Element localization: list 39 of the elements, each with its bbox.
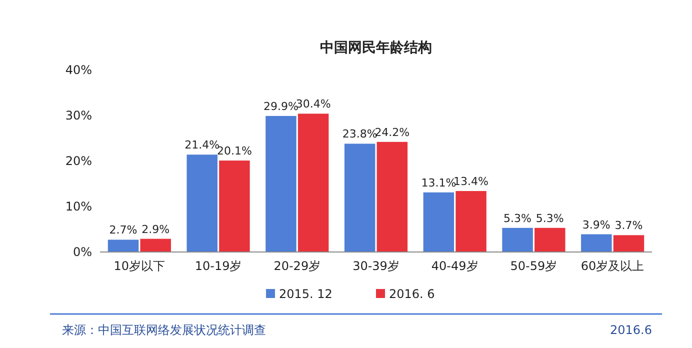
legend-label: 2015. 12 [279, 287, 332, 301]
y-tick-label: 40% [65, 63, 92, 77]
y-tick-label: 10% [65, 200, 92, 214]
bar [140, 238, 171, 252]
x-tick-label: 60岁及以上 [580, 259, 644, 273]
bar [456, 191, 486, 252]
bar [376, 142, 408, 252]
x-tick-label: 10岁以下 [114, 259, 166, 273]
bar [581, 234, 612, 252]
x-tick-label: 40-49岁 [431, 259, 478, 273]
data-label: 2.9% [142, 222, 170, 236]
bar [266, 116, 296, 252]
data-label: 5.3% [536, 212, 564, 225]
chart-title: 中国网民年龄结构 [320, 40, 432, 56]
data-label: 29.9% [263, 100, 298, 113]
bar [423, 192, 454, 252]
y-tick-label: 0% [72, 245, 92, 259]
x-tick-label: 30-39岁 [352, 259, 400, 273]
x-tick-label: 50-59岁 [510, 259, 558, 273]
data-label: 2.7% [109, 224, 138, 237]
data-label: 3.9% [582, 218, 610, 232]
bar [186, 154, 218, 252]
data-label: 5.3% [504, 212, 532, 225]
bar [108, 240, 139, 252]
bar [534, 228, 566, 252]
y-tick-label: 30% [65, 108, 92, 122]
x-tick-label: 10-19岁 [194, 259, 242, 273]
data-label: 3.7% [614, 219, 643, 232]
y-tick-label: 20% [65, 154, 92, 168]
x-tick-label: 20-29岁 [274, 259, 321, 273]
text: 2016.6 [610, 323, 652, 337]
bar [298, 114, 329, 252]
data-label: 21.4% [184, 138, 220, 152]
bar [613, 235, 644, 252]
bar [344, 144, 376, 252]
bar [502, 228, 533, 252]
source-note: 来源：中国互联网络发展状况统计调查 [62, 323, 266, 337]
bar [219, 160, 250, 252]
legend-label: 2016. 6 [389, 287, 435, 301]
